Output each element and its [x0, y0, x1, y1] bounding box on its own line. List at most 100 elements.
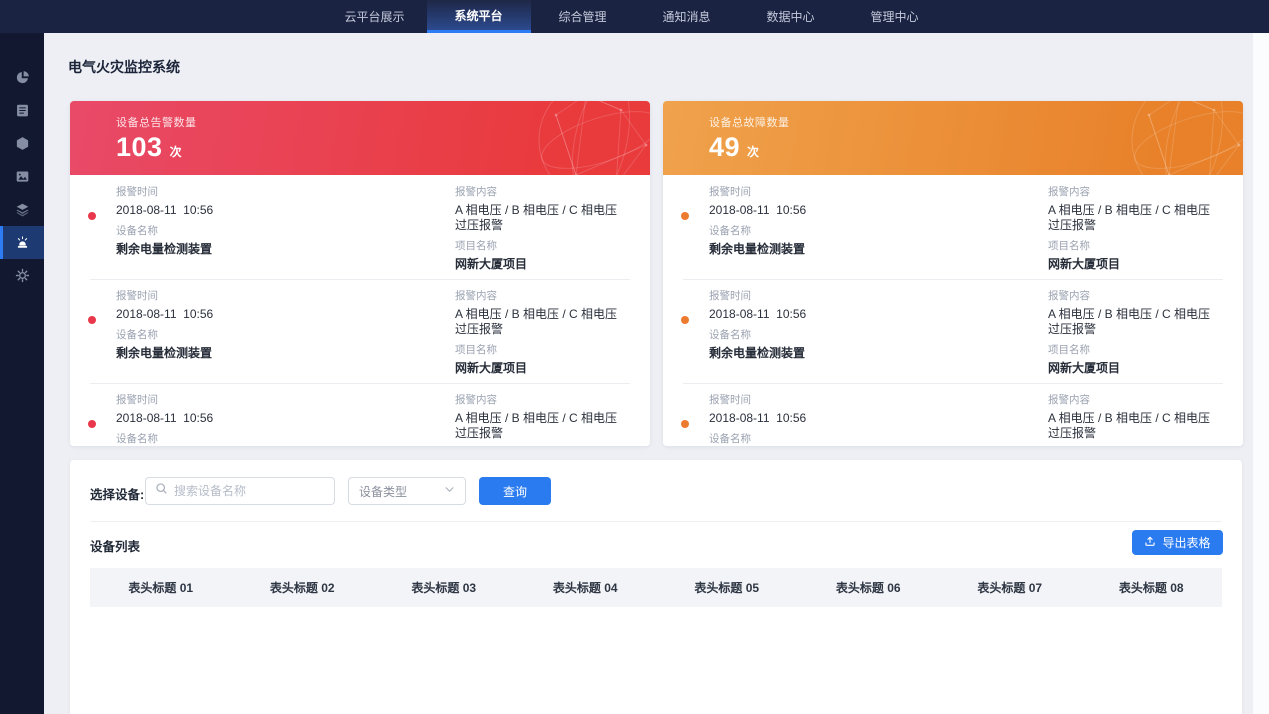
- sidebar-item-document[interactable]: [0, 94, 44, 127]
- table-header-cell: 表头标题 06: [835, 581, 901, 595]
- field-value: 2018-08-11 10:56: [116, 307, 214, 321]
- card-count: 49: [709, 132, 741, 162]
- alarm-entry[interactable]: 报警时间 2018-08-11 10:56 设备名称 剩余电量检测装置 报警内容…: [70, 279, 650, 383]
- summary-card: 设备总故障数量 49 次 报警时间 2018-08-11 10:56 设备名称 …: [663, 101, 1243, 446]
- sidebar-item-hexagon[interactable]: [0, 127, 44, 160]
- search-icon: [155, 482, 168, 500]
- sidebar-item-alarm[interactable]: [0, 226, 44, 259]
- sidebar: [0, 33, 44, 714]
- device-search-box[interactable]: [145, 477, 335, 505]
- gear-icon: [15, 268, 30, 283]
- card-header: 设备总告警数量 103 次: [70, 101, 650, 175]
- top-nav-bar: 云平台展示 系统平台 综合管理 通知消息 数据中心 管理中心: [0, 0, 1269, 33]
- field-label: 设备名称: [116, 329, 158, 341]
- alarm-list: 报警时间 2018-08-11 10:56 设备名称 剩余电量检测装置 报警内容…: [663, 175, 1243, 446]
- field-value: 2018-08-11 10:56: [709, 411, 807, 425]
- field-label: 报警内容: [1048, 290, 1090, 302]
- field-label: 设备名称: [116, 225, 158, 237]
- field-label: 项目名称: [455, 240, 497, 252]
- device-type-value: 设备类型: [359, 484, 408, 499]
- nav-tab-1[interactable]: 云平台展示: [344, 10, 405, 24]
- field-label: 报警时间: [709, 290, 751, 302]
- nav-tab-2[interactable]: 系统平台: [426, 0, 531, 33]
- sidebar-item-layers[interactable]: [0, 193, 44, 226]
- upload-icon: [1144, 535, 1156, 550]
- table-header-cell: 表头标题 04: [552, 581, 618, 595]
- status-dot-icon: [681, 420, 689, 428]
- alarm-icon: [15, 235, 30, 250]
- globe-decoration-icon: [516, 101, 650, 175]
- alarm-entry[interactable]: 报警时间 2018-08-11 10:56 设备名称 剩余电量检测装置 报警内容…: [70, 175, 650, 279]
- export-table-button[interactable]: 导出表格: [1132, 530, 1223, 555]
- image-chart-icon: [15, 169, 30, 184]
- alarm-entry[interactable]: 报警时间 2018-08-11 10:56 设备名称 剩余电量检测装置 报警内容…: [70, 383, 650, 446]
- layers-icon: [15, 202, 30, 217]
- field-label: 设备名称: [709, 225, 751, 237]
- field-value: 剩余电量检测装置: [709, 346, 806, 360]
- field-value: A 相电压 / B 相电压 / C 相电压 过压报警: [455, 307, 621, 336]
- nav-tab-3[interactable]: 综合管理: [558, 10, 607, 24]
- table-header-row: 表头标题 01 表头标题 02 表头标题 03 表头标题 04 表头标题 05 表头标题 …: [90, 568, 1222, 607]
- field-label: 报警时间: [709, 186, 751, 198]
- page-title: 电气火灾监控系统: [68, 59, 180, 75]
- sidebar-item-pie-chart[interactable]: [0, 61, 44, 94]
- field-value: A 相电压 / B 相电压 / C 相电压 过压报警: [455, 411, 621, 440]
- field-value: 2018-08-11 10:56: [116, 203, 214, 217]
- alarm-entry[interactable]: 报警时间 2018-08-11 10:56 设备名称 剩余电量检测装置 报警内容…: [663, 383, 1243, 446]
- status-dot-icon: [88, 212, 96, 220]
- field-value: 网新大厦项目: [1048, 361, 1121, 375]
- sidebar-item-image-chart[interactable]: [0, 160, 44, 193]
- card-count-unit: 次: [747, 145, 760, 159]
- summary-cards: 设备总告警数量 103 次 报警时间 2018-08-11 10:56 设备名称…: [70, 101, 1243, 446]
- field-value: A 相电压 / B 相电压 / C 相电压 过压报警: [1048, 411, 1214, 440]
- nav-tab-4[interactable]: 通知消息: [662, 10, 711, 24]
- field-value: 网新大厦项目: [1048, 257, 1121, 271]
- field-label: 报警时间: [116, 394, 158, 406]
- status-dot-icon: [88, 316, 96, 324]
- hexagon-icon: [15, 136, 30, 151]
- field-label: 项目名称: [1048, 344, 1090, 356]
- query-button[interactable]: 查询: [479, 477, 551, 505]
- nav-tab-5[interactable]: 数据中心: [766, 10, 815, 24]
- table-header-cell: 表头标题 05: [694, 581, 760, 595]
- alarm-entry[interactable]: 报警时间 2018-08-11 10:56 设备名称 剩余电量检测装置 报警内容…: [663, 279, 1243, 383]
- field-label: 项目名称: [1048, 240, 1090, 252]
- field-label: 报警内容: [455, 186, 497, 198]
- table-header-cell: 表头标题 01: [128, 581, 194, 595]
- field-value: 剩余电量检测装置: [116, 242, 213, 256]
- field-label: 设备名称: [709, 329, 751, 341]
- sidebar-item-gear[interactable]: [0, 259, 44, 292]
- chevron-down-icon: [444, 482, 455, 500]
- main-content: 电气火灾监控系统 设备总告警数量 103 次 报警时间 2018-08-11 1…: [44, 33, 1253, 714]
- nav-tab-6[interactable]: 管理中心: [870, 10, 919, 24]
- globe-decoration-icon: [1109, 101, 1243, 175]
- device-search-input[interactable]: [174, 484, 325, 498]
- export-table-label: 导出表格: [1162, 536, 1211, 550]
- field-value: 网新大厦项目: [455, 257, 528, 271]
- table-header-cell: 表头标题 03: [411, 581, 477, 595]
- card-count: 103: [116, 132, 163, 162]
- alarm-entry[interactable]: 报警时间 2018-08-11 10:56 设备名称 剩余电量检测装置 报警内容…: [663, 175, 1243, 279]
- device-type-select[interactable]: 设备类型: [348, 477, 466, 505]
- card-header: 设备总故障数量 49 次: [663, 101, 1243, 175]
- field-value: 剩余电量检测装置: [116, 346, 213, 360]
- card-count-unit: 次: [169, 145, 182, 159]
- device-list-title: 设备列表: [90, 540, 141, 554]
- status-dot-icon: [88, 420, 96, 428]
- field-label: 项目名称: [455, 344, 497, 356]
- field-label: 报警时间: [709, 394, 751, 406]
- select-device-label: 选择设备:: [90, 488, 145, 502]
- field-label: 报警内容: [1048, 186, 1090, 198]
- table-header-cell: 表头标题 07: [977, 581, 1043, 595]
- nav-tabs: 云平台展示 系统平台 综合管理 通知消息 数据中心 管理中心: [323, 0, 947, 33]
- field-label: 报警内容: [455, 394, 497, 406]
- card-title: 设备总告警数量: [116, 117, 197, 129]
- table-header-cell: 表头标题 08: [1118, 581, 1184, 595]
- field-label: 报警内容: [1048, 394, 1090, 406]
- pie-chart-icon: [15, 70, 30, 85]
- table-header-cell: 表头标题 02: [269, 581, 335, 595]
- field-label: 报警时间: [116, 290, 158, 302]
- summary-card: 设备总告警数量 103 次 报警时间 2018-08-11 10:56 设备名称…: [70, 101, 650, 446]
- scrollbar-track[interactable]: [1253, 33, 1269, 714]
